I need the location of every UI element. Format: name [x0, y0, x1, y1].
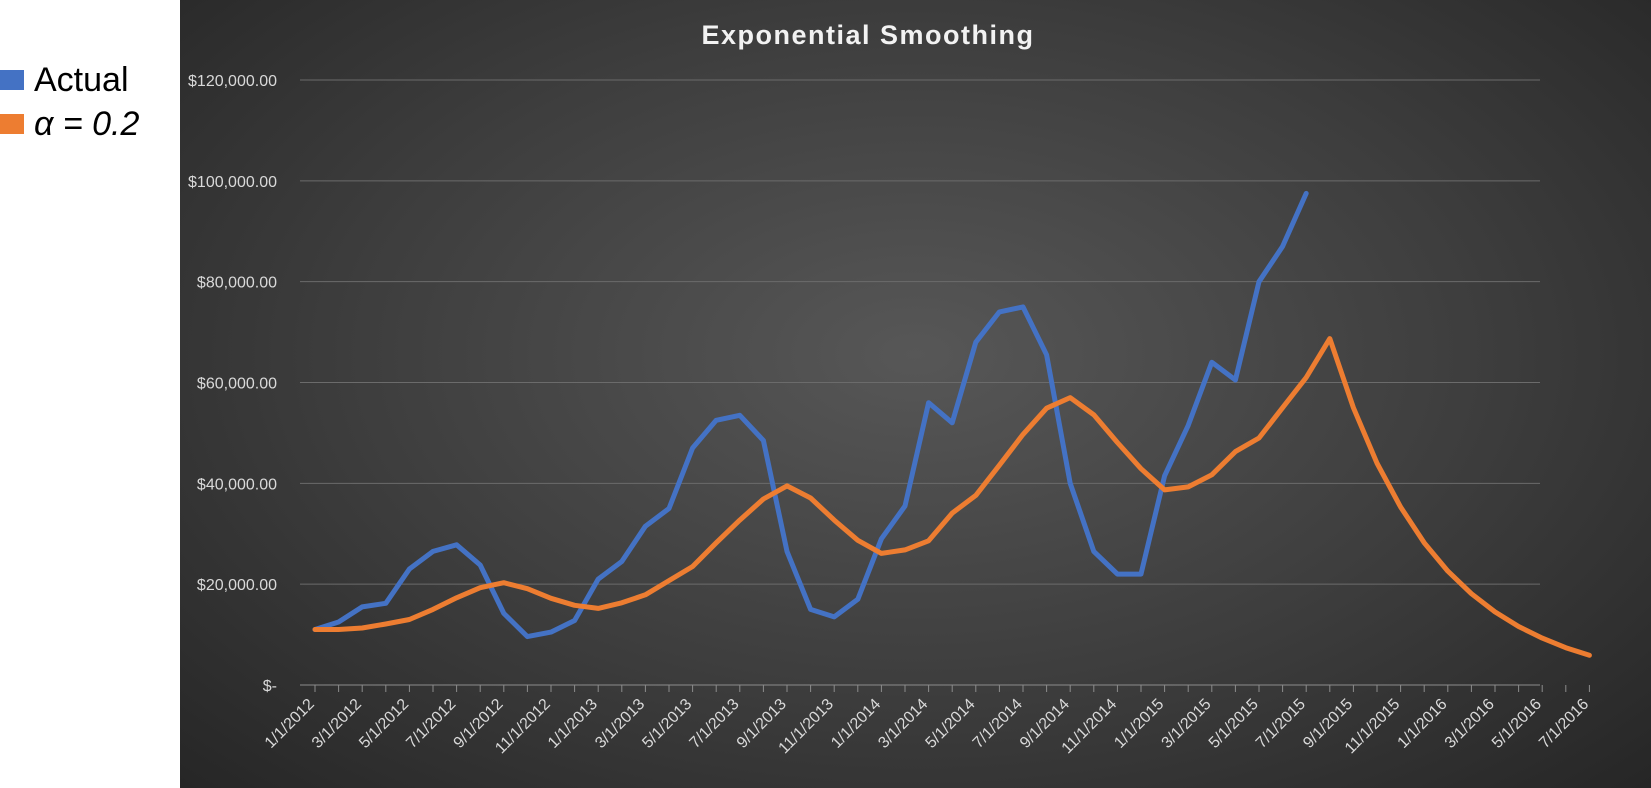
y-tick-label: $-	[263, 678, 277, 695]
gridlines	[300, 79, 1540, 585]
legend-swatch-actual	[0, 70, 24, 90]
x-tick-label: 7/1/2012	[403, 696, 459, 752]
legend-item-actual: Actual	[0, 58, 139, 102]
x-tick-label: 3/1/2016	[1442, 696, 1498, 752]
x-tick-label: 7/1/2015	[1253, 696, 1309, 752]
y-tick-label: $40,000.00	[197, 476, 277, 493]
x-tick-label: 7/1/2014	[970, 696, 1026, 752]
chart-title: Exponential Smoothing	[702, 20, 1035, 50]
legend-swatch-smoothing	[0, 114, 24, 134]
y-tick-label: $100,000.00	[188, 174, 277, 191]
x-tick-label: 1/1/2015	[1111, 696, 1167, 752]
x-tick-label: 3/1/2013	[592, 696, 648, 752]
chart-legend: Actual α = 0.2	[0, 58, 139, 146]
y-axis-labels: $- $20,000.00 $40,000.00 $60,000.00 $80,000.…	[188, 73, 277, 695]
x-tick-label: 5/1/2013	[639, 696, 695, 752]
series-lines	[312, 190, 1592, 658]
series-line-smoothing	[312, 336, 1592, 658]
x-tick-label: 7/1/2013	[687, 696, 743, 752]
legend-label-actual: Actual	[34, 60, 129, 99]
x-tick-label: 3/1/2014	[875, 696, 931, 752]
x-tick-label: 3/1/2015	[1159, 696, 1215, 752]
x-axis: 1/1/20123/1/20125/1/20127/1/20129/1/2012…	[262, 684, 1592, 757]
legend-label-smoothing: α = 0.2	[34, 104, 140, 143]
x-tick-label: 5/1/2014	[923, 696, 979, 752]
chart-area: Exponential Smoothing $- $20,000.00 $40,00…	[180, 0, 1651, 788]
x-tick-label: 3/1/2012	[309, 696, 365, 752]
x-tick-label: 1/1/2014	[828, 696, 884, 752]
x-tick-label: 7/1/2016	[1536, 696, 1592, 752]
legend-item-smoothing: α = 0.2	[0, 102, 139, 146]
chart-canvas: Exponential Smoothing $- $20,000.00 $40,00…	[188, 20, 1592, 757]
x-tick-label: 1/1/2013	[545, 696, 601, 752]
x-tick-label: 1/1/2012	[262, 696, 318, 752]
y-tick-label: $20,000.00	[197, 577, 277, 594]
series-line-actual	[312, 190, 1309, 640]
x-tick-label: 5/1/2015	[1206, 696, 1262, 752]
x-tick-label: 1/1/2016	[1395, 696, 1451, 752]
y-tick-label: $80,000.00	[197, 275, 277, 292]
y-tick-label: $60,000.00	[197, 376, 277, 393]
x-tick-label: 5/1/2012	[356, 696, 412, 752]
x-tick-label: 5/1/2016	[1489, 696, 1545, 752]
y-tick-label: $120,000.00	[188, 73, 277, 90]
